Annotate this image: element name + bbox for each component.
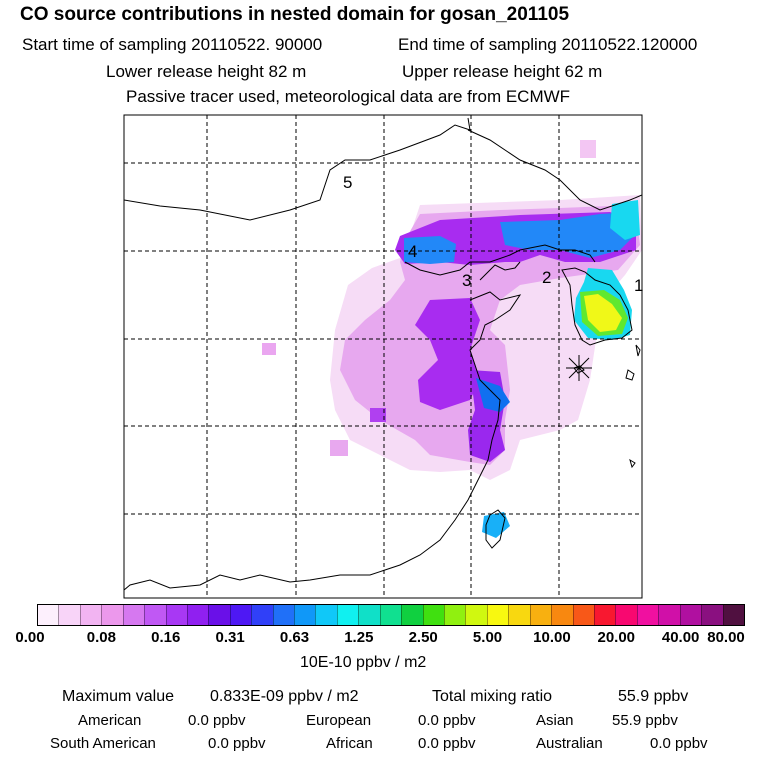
coastline-shandong xyxy=(469,291,522,391)
colorbar-swatch xyxy=(122,605,145,625)
coastline-bohai xyxy=(479,261,521,281)
colorbar-tick-label: 0.16 xyxy=(151,629,181,646)
colorbar-tick-label: 80.00 xyxy=(707,629,745,646)
colorbar-tick-label: 2.50 xyxy=(408,629,438,646)
plume-cyan-ne xyxy=(610,200,640,240)
colorbar-swatch xyxy=(572,605,594,625)
max-value: 0.833E-09 ppbv / m2 xyxy=(210,688,359,705)
plot-title: CO source contributions in nested domain… xyxy=(20,4,570,25)
coastlines xyxy=(124,117,642,591)
colorbar-tick-label: 40.00 xyxy=(661,629,700,646)
max-label: Maximum value xyxy=(62,688,175,705)
colorbar-swatch xyxy=(615,605,637,625)
source-name: Australian xyxy=(536,735,603,752)
colorbar-swatch xyxy=(294,605,316,625)
colorbar-swatch xyxy=(422,605,445,625)
border-line xyxy=(124,117,471,221)
colorbar-swatch xyxy=(679,605,702,625)
source-name: Asian xyxy=(536,712,574,729)
colorbar-swatch xyxy=(593,605,616,625)
plume-patch xyxy=(330,440,348,456)
colorbar-swatch xyxy=(336,605,359,625)
source-value: 0.0 ppbv xyxy=(418,712,476,729)
source-name: American xyxy=(78,712,142,729)
source-name: South American xyxy=(50,735,156,752)
colorbar-swatch xyxy=(144,605,166,625)
source-value: 55.9 ppbv xyxy=(612,712,678,729)
colorbar-swatch xyxy=(722,605,744,625)
map-frame xyxy=(123,114,643,599)
region-label-4: 4 xyxy=(408,242,417,261)
plume-blue-ne xyxy=(500,212,638,258)
border-line xyxy=(467,129,642,211)
colorbar-swatch xyxy=(165,605,187,625)
region-label-5: 5 xyxy=(343,173,352,192)
end-time: End time of sampling 20110522.120000 xyxy=(398,35,698,54)
colorbar-swatch xyxy=(272,605,295,625)
plume-patch xyxy=(370,408,386,422)
plume-patch xyxy=(262,343,276,355)
coastline-east-china xyxy=(124,389,501,591)
colorbar-tick-label: 0.63 xyxy=(279,629,310,646)
source-value: 0.0 ppbv xyxy=(188,712,246,729)
source-value: 0.0 ppbv xyxy=(208,735,266,752)
upper-release-height: Upper release height 62 m xyxy=(402,62,603,81)
region-label-2: 2 xyxy=(542,268,551,287)
region-label-3: 3 xyxy=(462,271,471,290)
plume-yellow-hotspot xyxy=(584,294,622,332)
colorbar-swatch xyxy=(315,605,337,625)
coastline-taiwan xyxy=(485,509,506,549)
plume-blue-coast xyxy=(476,378,510,412)
lat-lon-grid xyxy=(124,115,642,598)
colorbar-swatch xyxy=(358,605,380,625)
colorbar-swatch xyxy=(379,605,402,625)
coastline-korea xyxy=(561,267,633,346)
total-value: 55.9 ppbv xyxy=(618,688,689,705)
colorbar-tick-label: 5.00 xyxy=(472,629,503,646)
colorbar-swatch xyxy=(58,605,80,625)
colorbar-tick-label: 0.31 xyxy=(215,629,245,646)
plume-purple-south xyxy=(415,298,480,410)
colorbar-swatch xyxy=(444,605,466,625)
concentration-field xyxy=(262,140,642,538)
colorbar-swatch xyxy=(636,605,659,625)
colorbar xyxy=(37,604,745,626)
colorbar-swatch xyxy=(486,605,509,625)
region-label-1: 1 xyxy=(634,276,643,295)
lower-release-height: Lower release height 82 m xyxy=(106,62,307,81)
coastline-china-north xyxy=(404,244,596,276)
colorbar-swatch xyxy=(465,605,487,625)
source-name: African xyxy=(326,735,373,752)
colorbar-tick-label: 20.00 xyxy=(597,629,636,646)
colorbar-swatch xyxy=(551,605,573,625)
colorbar-swatch xyxy=(401,605,423,625)
colorbar-swatch xyxy=(251,605,273,625)
source-name: European xyxy=(306,712,372,729)
tracer-note: Passive tracer used, meteorological data… xyxy=(126,87,571,106)
colorbar-swatch xyxy=(101,605,123,625)
colorbar-tick-label: 1.25 xyxy=(344,629,374,646)
start-time: Start time of sampling 20110522. 90000 xyxy=(22,35,323,54)
colorbar-swatch xyxy=(79,605,102,625)
colorbar-swatch xyxy=(208,605,230,625)
colorbar-swatch xyxy=(229,605,252,625)
colorbar-tick-label: 0.08 xyxy=(86,629,116,646)
colorbar-swatch xyxy=(529,605,552,625)
plume-blue xyxy=(404,236,456,264)
colorbar-swatch xyxy=(508,605,530,625)
total-label: Total mixing ratio xyxy=(432,688,553,705)
colorbar-tick-label: 0.00 xyxy=(15,629,45,646)
colorbar-units: 10E-10 ppbv / m2 xyxy=(300,654,427,671)
coastline-japan xyxy=(625,344,641,469)
receptor-star-icon xyxy=(566,355,592,381)
source-value: 0.0 ppbv xyxy=(418,735,476,752)
colorbar-swatch xyxy=(186,605,209,625)
colorbar-tick-label: 10.00 xyxy=(533,629,571,646)
source-value: 0.0 ppbv xyxy=(650,735,708,752)
colorbar-swatch xyxy=(38,605,59,625)
colorbar-swatch xyxy=(658,605,680,625)
colorbar-swatch xyxy=(701,605,723,625)
plume-patch xyxy=(580,140,596,158)
